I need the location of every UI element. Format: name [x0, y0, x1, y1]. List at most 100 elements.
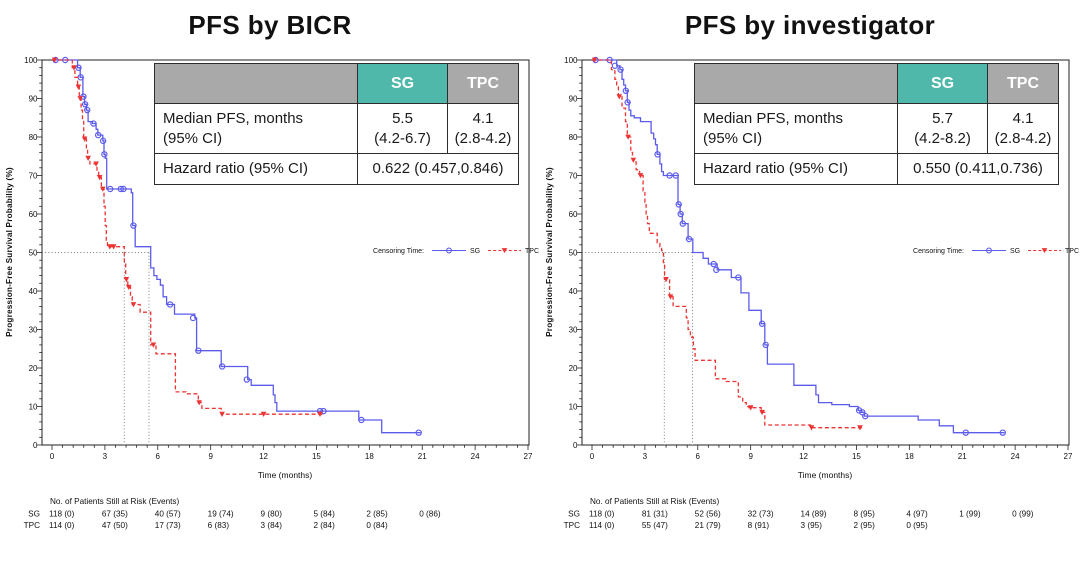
risk-value: 0 (95) [906, 521, 928, 530]
stats-col-sg: SG [897, 63, 988, 104]
risk-value: 2 (85) [366, 510, 388, 519]
censor-marker-sg [735, 274, 742, 281]
censor-marker-tpc [125, 284, 132, 290]
risk-value: 2 (84) [313, 521, 335, 530]
censor-marker-tpc [81, 136, 88, 142]
censor-marker-sg [672, 172, 679, 179]
panel-pfs-bicr: PFS by BICR 0 10 20 30 40 50 60 70 80 90 100 0 3 6 9 12… [0, 0, 540, 577]
censor-marker-sg [358, 416, 365, 424]
censor-marker-sg [685, 235, 693, 243]
censor-marker-sg [120, 185, 127, 193]
censor-marker-tpc [110, 244, 117, 250]
x-axis-title: Time (months) [798, 470, 853, 480]
y-tick-label: 40 [29, 287, 38, 296]
x-tick-label: 18 [905, 452, 914, 461]
censor-marker-sg [117, 185, 124, 193]
legend-tpc-label: TPC [525, 248, 539, 255]
y-tick-label: 80 [29, 133, 38, 142]
censor-marker-tpc [71, 65, 77, 71]
censor-marker-tpc [150, 342, 157, 348]
legend-tpc-marker-icon [1041, 248, 1048, 254]
risk-value: 0 (84) [366, 521, 388, 530]
risk-value: 55 (47) [642, 521, 668, 530]
median-pfs-label-line2: (95% CI) [703, 129, 763, 147]
risk-value: 8 (95) [853, 510, 875, 519]
censor-marker-sg [962, 429, 969, 436]
risk-row-label: TPC [24, 521, 40, 530]
censor-marker-sg [675, 201, 682, 208]
censor-marker-tpc [625, 134, 631, 140]
risk-value: 0 (99) [1012, 510, 1034, 519]
stats-col-tpc: TPC [987, 63, 1059, 104]
censor-marker-sg [415, 429, 422, 436]
km-curve-sg [592, 59, 1005, 434]
censor-marker-tpc [85, 155, 91, 161]
risk-row-label: SG [568, 510, 580, 519]
km-chart-investigator: 0 10 20 30 40 50 60 70 80 90 100 0 3 6 9 12 15 18 21 24 27 Ti… [545, 56, 1079, 530]
tpc-median: 4.1 [472, 110, 494, 127]
sg-median-ci: (4.2-6.7) [374, 129, 431, 147]
risk-value: 6 (83) [208, 521, 230, 530]
tpc-median-ci: (2.8-4.2) [454, 129, 512, 147]
x-axis-title: Time (months) [258, 470, 313, 480]
censor-marker-tpc [96, 175, 103, 181]
y-tick-label: 60 [569, 210, 578, 219]
chart-area-bicr: 0 10 20 30 40 50 60 70 80 90 100 0 3 6 9 12 15 18 21 24 27 Ti… [0, 50, 540, 577]
sg-median: 5.7 [932, 110, 953, 127]
km-chart-bicr: 0 10 20 30 40 50 60 70 80 90 100 0 3 6 9 12 15 18 21 24 27 Ti… [5, 56, 539, 530]
y-tick-label: 90 [569, 94, 578, 103]
risk-value: 52 (56) [695, 510, 721, 519]
stats-corner-cell [694, 63, 898, 104]
legend-title: Censoring Time: [373, 248, 424, 255]
censor-marker-sg [75, 64, 82, 71]
x-tick-label: 24 [471, 452, 480, 461]
y-axis-title: Progression-Free Survival Probability (%… [5, 167, 14, 337]
x-tick-label: 21 [418, 452, 427, 461]
x-tick-label: 15 [852, 452, 861, 461]
censor-marker-tpc [77, 96, 83, 102]
censor-marker-sg [84, 106, 91, 114]
censor-marker-sg [855, 407, 863, 414]
censor-marker-sg [320, 407, 327, 415]
censor-marker-sg [90, 120, 97, 127]
y-tick-label: 100 [24, 56, 38, 65]
median-pfs-label: Median PFS, months (95% CI) [154, 103, 358, 154]
y-tick-label: 50 [29, 248, 38, 257]
tpc-median-ci: (2.8-4.2) [994, 129, 1052, 147]
censor-marker-sg [624, 99, 631, 106]
risk-row-label: SG [28, 510, 40, 519]
risk-value: 5 (84) [313, 510, 335, 519]
risk-table-header: No. of Patients Still at Risk (Events) [590, 497, 719, 506]
x-tick-label: 27 [524, 452, 533, 461]
x-tick-label: 15 [312, 452, 321, 461]
hazard-ratio-label: Hazard ratio (95% CI) [154, 153, 358, 185]
censor-marker-sg [617, 66, 624, 73]
censor-marker-sg [243, 376, 251, 383]
censor-marker-sg [101, 151, 108, 158]
y-tick-label: 40 [569, 287, 578, 296]
legend-sg-marker-icon [446, 247, 452, 254]
x-tick-label: 18 [365, 452, 374, 461]
chart-title-bicr: PFS by BICR [188, 9, 352, 40]
censor-marker-sg [622, 87, 630, 95]
censor-marker-sg [130, 222, 137, 229]
stats-table-investigator: SG TPC Median PFS, months (95% CI) 5.7 (4.… [694, 63, 1059, 185]
censor-marker-tpc [667, 294, 674, 300]
censor-marker-tpc [808, 425, 815, 431]
risk-value: 3 (95) [801, 521, 823, 530]
risk-value: 9 (80) [261, 510, 283, 519]
censor-marker-tpc [591, 57, 598, 63]
censor-marker-sg [762, 341, 769, 349]
risk-value: 114 (0) [49, 521, 75, 530]
risk-value: 67 (35) [102, 510, 128, 519]
censor-marker-sg [666, 172, 673, 179]
median-pfs-label: Median PFS, months (95% CI) [694, 103, 898, 154]
chart-area-investigator: 0 10 20 30 40 50 60 70 80 90 100 0 3 6 9 12 15 18 21 24 27 Ti… [540, 50, 1080, 577]
x-tick-label: 3 [643, 452, 648, 461]
censor-marker-tpc [663, 277, 669, 283]
censor-marker-sg [195, 347, 202, 354]
risk-value: 0 (86) [419, 510, 441, 519]
median-pfs-tpc-value: 4.1 (2.8-4.2) [447, 103, 519, 154]
median-pfs-tpc-value: 4.1 (2.8-4.2) [987, 103, 1059, 154]
risk-value: 4 (97) [906, 510, 928, 519]
